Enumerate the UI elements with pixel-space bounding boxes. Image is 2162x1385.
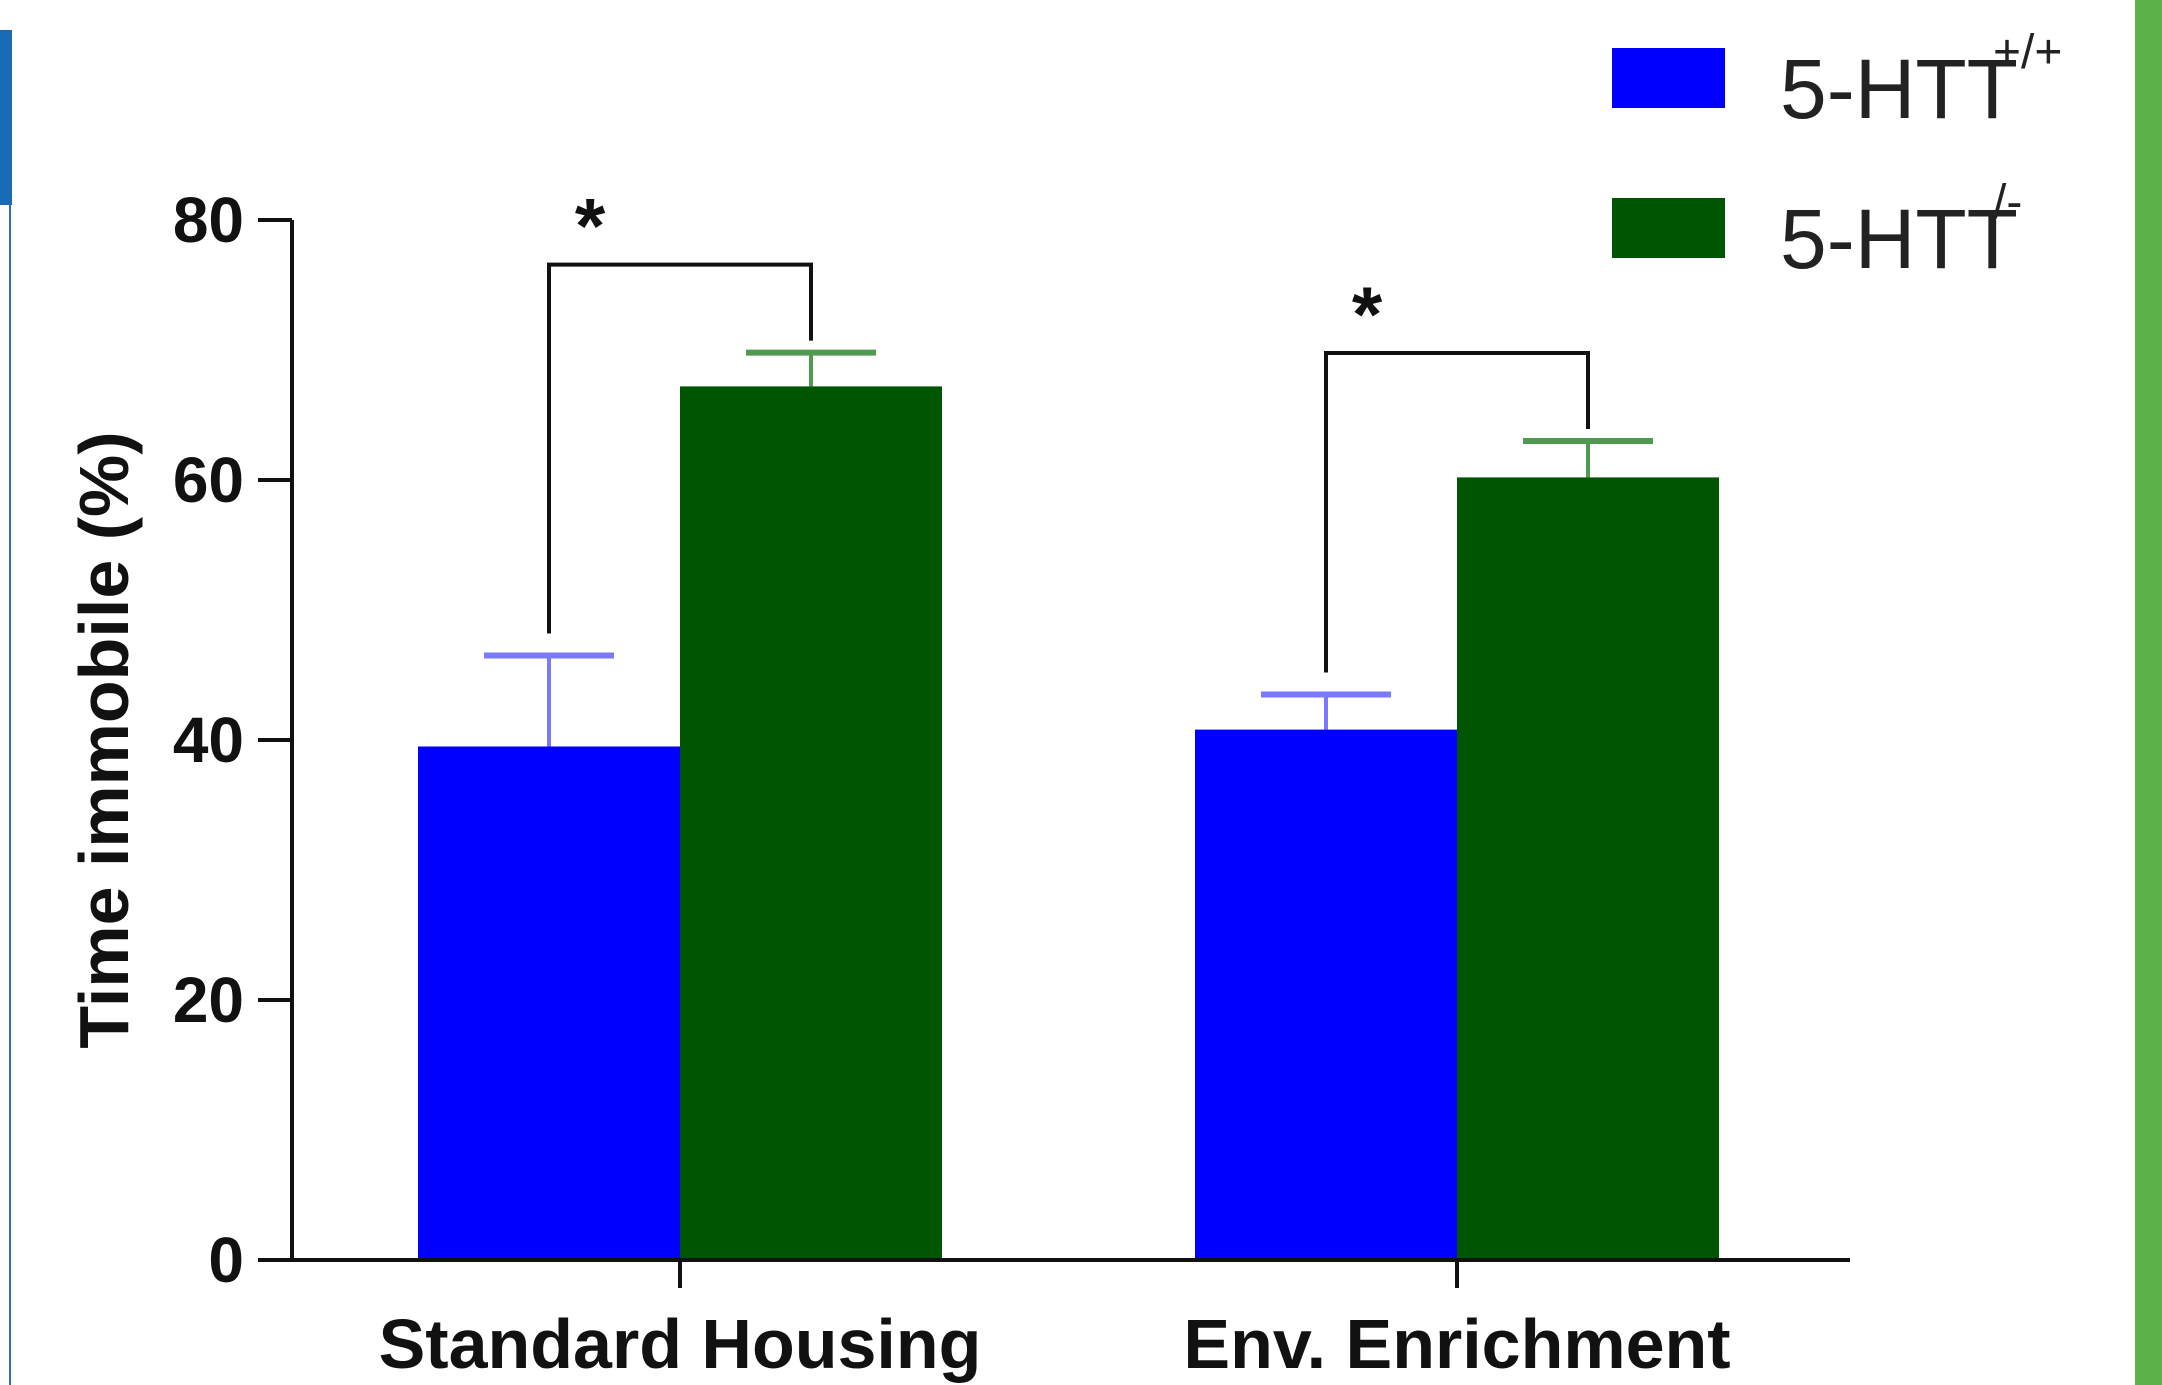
y-tick-label: 20 [173,964,244,1036]
bar [1457,477,1719,1260]
legend-label: 5-HTT [1780,42,2018,136]
legend-label-superscript: +/+ [1993,26,2062,79]
left-accent-bar [0,30,12,205]
y-tick-label: 40 [173,704,244,776]
legend-label: 5-HTT [1780,192,2018,286]
significance-marker: * [575,182,606,270]
significance-marker: * [1352,270,1383,358]
right-accent-bar [2135,0,2162,1385]
bar [680,386,942,1260]
y-tick-label: 80 [173,184,244,256]
y-axis-title: Time immobile (%) [65,431,143,1048]
x-category-label: Standard Housing [379,1305,982,1383]
y-tick-label: 0 [208,1224,244,1296]
y-tick-label: 60 [173,444,244,516]
legend-swatch [1612,198,1725,258]
bar [418,747,680,1261]
x-category-label: Env. Enrichment [1183,1305,1730,1383]
bar [1195,730,1457,1260]
legend-swatch [1612,48,1725,108]
legend-label-superscript: /- [1993,176,2022,229]
